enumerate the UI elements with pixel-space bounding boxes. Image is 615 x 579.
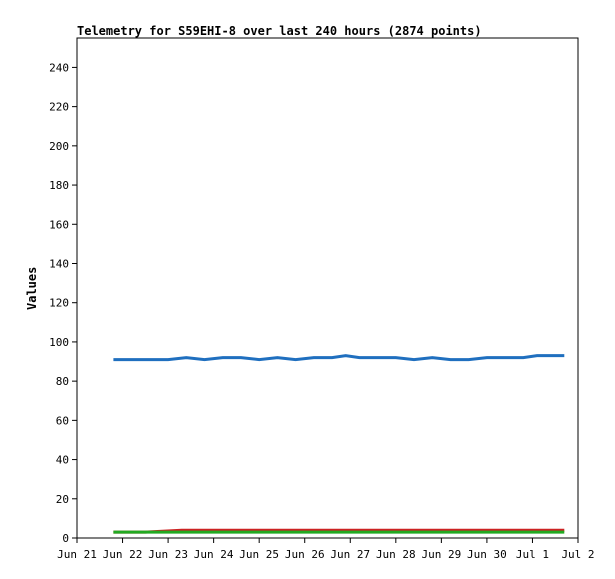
y-tick-label: 160 xyxy=(49,218,69,231)
x-tick-label: Jun 28 xyxy=(376,548,416,561)
plot-frame xyxy=(76,37,579,539)
y-axis: 0 20 40 60 80 100 120 140 160 180 200 220 240 xyxy=(49,61,77,545)
x-tick-label: Jun 27 xyxy=(330,548,370,561)
y-axis-label: Values xyxy=(25,267,39,310)
series-layer xyxy=(113,354,565,534)
x-tick-label: Jun 23 xyxy=(148,548,188,561)
x-tick-label: Jun 24 xyxy=(194,548,234,561)
x-tick-label: Jun 26 xyxy=(285,548,325,561)
series-line-1 xyxy=(113,354,565,362)
x-tick-label: Jun 21 xyxy=(57,548,97,561)
y-tick-label: 80 xyxy=(56,375,69,388)
y-tick-label: 180 xyxy=(49,179,69,192)
series-line-2 xyxy=(113,528,565,534)
y-tick-label: 100 xyxy=(49,336,69,349)
y-tick-label: 200 xyxy=(49,140,69,153)
x-tick-label: Jun 25 xyxy=(239,548,279,561)
chart-title: Telemetry for S59EHI-8 over last 240 hou… xyxy=(77,24,482,38)
y-tick-label: 240 xyxy=(49,61,69,74)
x-tick-label: Jun 30 xyxy=(467,548,507,561)
y-tick-label: 20 xyxy=(56,493,69,506)
y-tick-label: 120 xyxy=(49,297,69,310)
y-tick-label: 140 xyxy=(49,257,69,270)
y-tick-label: 220 xyxy=(49,101,69,114)
x-tick-label: Jun 22 xyxy=(103,548,143,561)
y-tick-label: 60 xyxy=(56,414,69,427)
x-tick-label: Jul 2 xyxy=(561,548,594,561)
x-tick-label: Jun 29 xyxy=(421,548,461,561)
x-axis: Jun 21 Jun 22 Jun 23 Jun 24 Jun 25 Jun 26 Jun … xyxy=(57,538,595,561)
x-tick-label: Jul 1 xyxy=(516,548,549,561)
y-tick-label: 40 xyxy=(56,454,69,467)
y-tick-label: 0 xyxy=(62,532,69,545)
